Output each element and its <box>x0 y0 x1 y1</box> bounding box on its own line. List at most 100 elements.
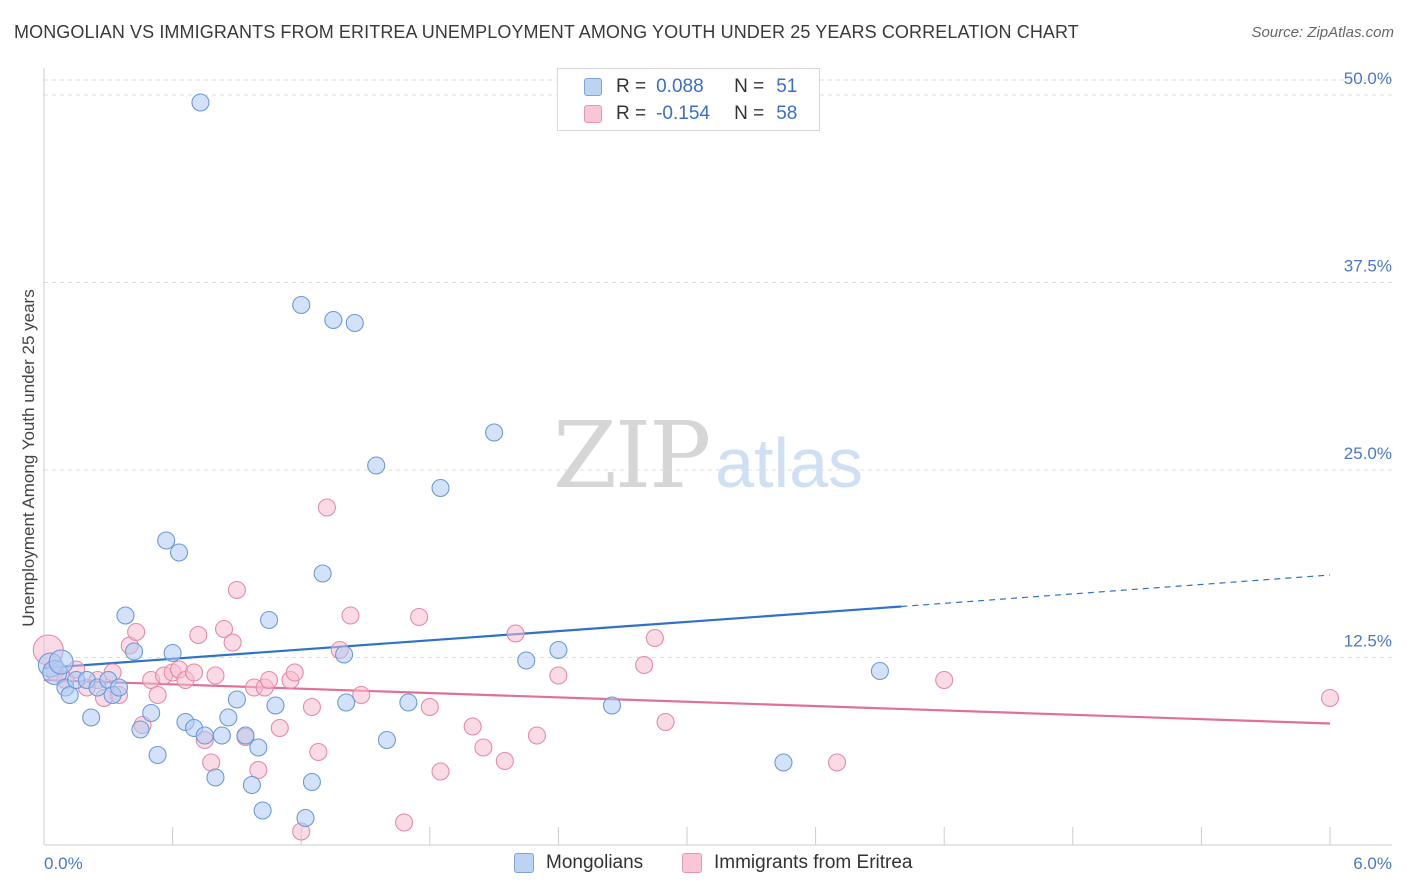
point-mongolians <box>292 295 311 315</box>
point-mongolians <box>236 726 255 745</box>
x-tick-label: 6.0% <box>1353 854 1392 873</box>
point-eritrea <box>341 606 360 625</box>
point-eritrea <box>259 670 279 690</box>
point-mongolians <box>169 543 189 562</box>
bottom-legend: Mongolians Immigrants from Eritrea <box>0 852 1406 878</box>
point-eritrea <box>270 718 289 738</box>
point-mongolians <box>337 693 356 712</box>
point-mongolians <box>219 708 238 727</box>
point-mongolians <box>296 808 315 828</box>
bottom-legend-label: Mongolians <box>546 852 644 873</box>
point-eritrea <box>656 712 675 732</box>
source-label: Source: ZipAtlas.com <box>1251 24 1394 41</box>
point-mongolians <box>313 564 332 583</box>
point-mongolians <box>549 640 568 660</box>
point-mongolians <box>774 753 793 772</box>
point-mongolians <box>485 423 504 442</box>
point-mongolians <box>82 708 101 727</box>
point-mongolians <box>109 678 129 697</box>
point-eritrea <box>506 624 525 643</box>
bottom-legend-label: Immigrants from Eritrea <box>714 852 913 873</box>
point-eritrea <box>527 726 547 745</box>
point-eritrea <box>148 685 167 705</box>
point-mongolians <box>195 726 214 745</box>
point-eritrea <box>352 685 371 705</box>
point-eritrea <box>431 762 450 781</box>
trend-line-mongolians <box>43 605 902 670</box>
point-mongolians <box>335 645 354 664</box>
data-points <box>32 93 1340 841</box>
point-mongolians <box>157 531 176 550</box>
bottom-legend-swatch-blue <box>514 853 534 873</box>
point-mongolians <box>602 696 622 715</box>
point-eritrea <box>463 717 482 736</box>
point-mongolians <box>48 649 74 675</box>
y-tick-label: 25.0% <box>1344 444 1392 463</box>
legend-swatch-pink <box>584 105 602 123</box>
y-tick-label: 50.0% <box>1344 69 1392 88</box>
legend-r-value: 0.088 <box>656 76 704 97</box>
watermark-zip: ZIP <box>553 402 711 509</box>
point-mongolians <box>367 456 386 475</box>
point-eritrea <box>184 663 204 682</box>
point-mongolians <box>242 775 261 795</box>
point-mongolians <box>148 745 167 765</box>
legend-n-value: 51 <box>776 76 798 97</box>
point-mongolians <box>266 696 285 715</box>
tick-labels: 12.5% 25.0% 37.5% 50.0% 0.0% 6.0% <box>44 69 1392 873</box>
point-mongolians <box>431 478 450 498</box>
bottom-legend-eritrea: Immigrants from Eritrea <box>682 852 912 874</box>
point-mongolians <box>249 738 268 757</box>
bottom-legend-mongolians: Mongolians <box>514 852 643 874</box>
point-mongolians <box>253 801 272 820</box>
point-mongolians <box>302 772 321 792</box>
point-mongolians <box>163 643 182 663</box>
point-eritrea <box>645 628 664 648</box>
point-mongolians <box>377 730 396 750</box>
point-mongolians <box>870 661 889 681</box>
point-eritrea <box>410 607 429 627</box>
point-eritrea <box>189 625 208 645</box>
legend-n-label: N = <box>734 103 765 124</box>
legend-r-label: R = <box>616 103 647 124</box>
point-mongolians <box>345 313 364 333</box>
point-mongolians <box>131 720 150 739</box>
point-eritrea <box>127 622 146 642</box>
point-mongolians <box>324 310 343 330</box>
point-mongolians <box>212 726 231 745</box>
x-tick-label: 0.0% <box>44 854 83 873</box>
y-tick-label: 37.5% <box>1344 257 1392 276</box>
point-mongolians <box>227 690 246 709</box>
point-eritrea <box>549 666 568 685</box>
chart-title: MONGOLIAN VS IMMIGRANTS FROM ERITREA UNE… <box>14 22 1079 42</box>
point-mongolians <box>206 768 225 787</box>
point-eritrea <box>223 633 242 652</box>
legend-row-mongolians: R = 0.088 N = 51 <box>584 75 797 99</box>
point-eritrea <box>635 655 654 675</box>
point-eritrea <box>395 813 414 832</box>
y-axis-label: Unemployment Among Youth under 25 years <box>19 289 38 626</box>
legend-n-value: 58 <box>776 103 798 124</box>
point-mongolians <box>399 693 418 712</box>
point-eritrea <box>227 580 246 600</box>
legend: R = 0.088 N = 51 R = -0.154 N = 58 <box>557 68 820 131</box>
legend-swatch-blue <box>584 78 602 96</box>
point-mongolians <box>259 610 279 630</box>
point-eritrea <box>420 697 439 717</box>
legend-r-value: -0.154 <box>656 103 710 124</box>
point-eritrea <box>214 619 234 639</box>
point-eritrea <box>202 753 221 772</box>
point-eritrea <box>495 751 514 771</box>
legend-r-label: R = <box>616 76 647 97</box>
grid-lines <box>44 79 1392 658</box>
legend-n-label: N = <box>734 76 765 97</box>
point-eritrea <box>302 697 321 717</box>
point-mongolians <box>142 703 161 723</box>
point-eritrea <box>935 670 954 690</box>
bottom-legend-swatch-pink <box>682 853 702 873</box>
point-mongolians <box>60 685 79 705</box>
watermark: ZIPatlas <box>553 402 863 509</box>
point-mongolians <box>116 606 135 625</box>
y-tick-label: 12.5% <box>1344 632 1392 651</box>
point-mongolians <box>517 651 536 670</box>
